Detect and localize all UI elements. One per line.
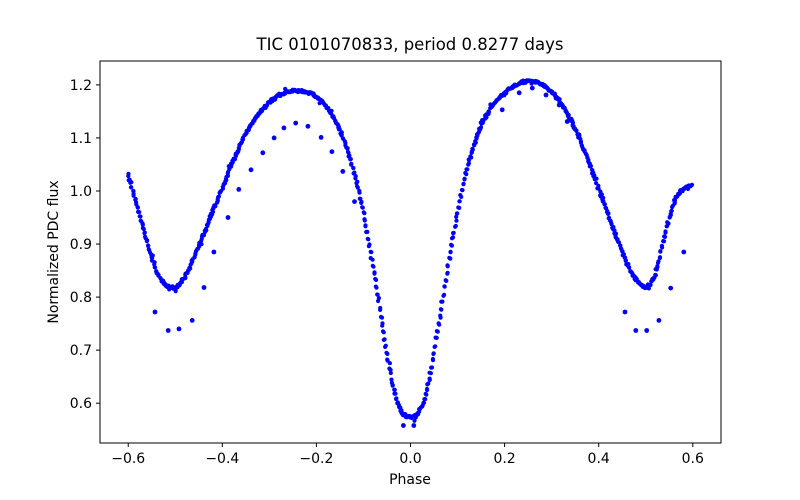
y-tick-label: 1.0 (70, 184, 92, 200)
y-tick-label: 0.8 (70, 290, 92, 306)
y-tick-label: 1.1 (70, 131, 92, 147)
x-tick-label: 0.2 (493, 451, 515, 467)
scatter-points (126, 78, 695, 428)
x-tick-label: −0.6 (111, 451, 145, 467)
y-tick-label: 0.9 (70, 237, 92, 253)
x-tick-label: 0.4 (588, 451, 610, 467)
chart-title: TIC 0101070833, period 0.8277 days (256, 35, 564, 54)
tick-marks-and-labels: −0.6 −0.4 −0.2 0.0 0.2 0.4 0.6 0.6 0.7 0.8 0.9 1.0 1… (70, 78, 704, 467)
x-tick-label: −0.4 (205, 451, 239, 467)
y-tick-label: 0.7 (70, 343, 92, 359)
x-tick-label: −0.2 (299, 451, 333, 467)
y-axis-label: Normalized PDC flux (46, 180, 62, 323)
y-tick-label: 1.2 (70, 78, 92, 94)
x-tick-label: 0.6 (682, 451, 704, 467)
y-tick-label: 0.6 (70, 396, 92, 412)
x-tick-label: 0.0 (399, 451, 421, 467)
axes-frame (99, 60, 722, 444)
x-axis-label: Phase (389, 472, 431, 488)
